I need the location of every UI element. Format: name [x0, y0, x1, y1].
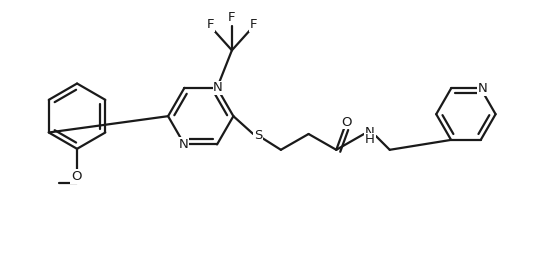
Text: S: S [254, 129, 262, 143]
Text: N: N [213, 81, 223, 95]
Text: F: F [206, 18, 214, 31]
Text: O: O [71, 170, 81, 183]
Text: F: F [228, 11, 236, 24]
Text: H: H [365, 133, 375, 147]
Text: N: N [178, 138, 188, 151]
Text: O: O [341, 116, 351, 129]
Text: N: N [478, 82, 488, 95]
Text: F: F [250, 18, 258, 31]
Text: N: N [365, 125, 375, 139]
